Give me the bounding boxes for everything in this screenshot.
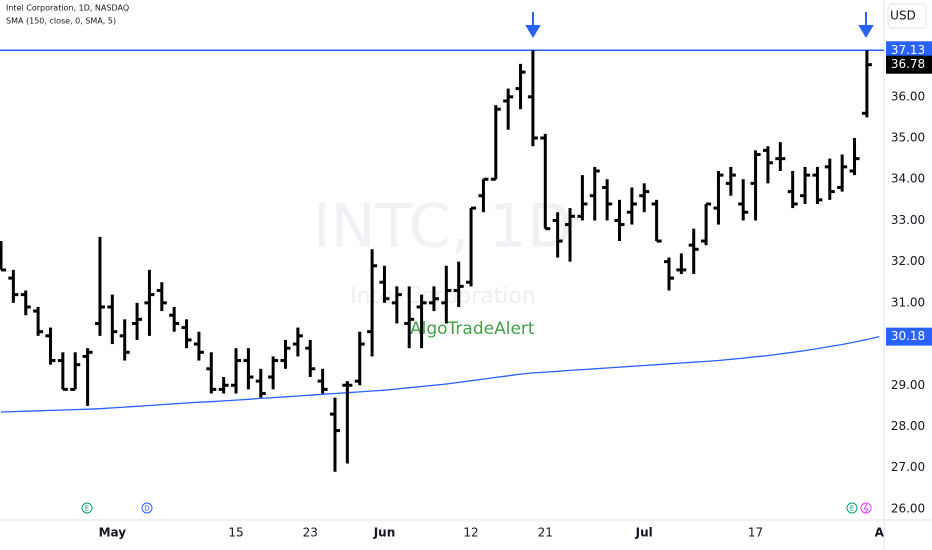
y-tick-label: 32.00 xyxy=(891,254,925,268)
chart-title: Intel Corporation, 1D, NASDAQ xyxy=(6,4,129,13)
sma-price-label-box xyxy=(886,327,932,346)
x-tick-label: A xyxy=(875,526,885,540)
last-price-label-box xyxy=(886,55,932,74)
arrow-annotation xyxy=(858,12,874,38)
event-label[interactable]: E xyxy=(85,505,89,513)
sma-price-label: 30.18 xyxy=(891,329,925,343)
y-tick-label: 27.00 xyxy=(891,460,925,474)
event-icon[interactable] xyxy=(81,502,93,514)
hline-price-label-box xyxy=(886,41,932,60)
currency[interactable]: USD xyxy=(890,9,916,23)
y-tick-label: 26.00 xyxy=(891,501,925,515)
x-tick-label: 21 xyxy=(538,526,553,540)
event-label[interactable]: D xyxy=(144,505,149,513)
dividend-icon[interactable] xyxy=(860,502,872,514)
x-tick-label: May xyxy=(99,526,127,540)
hline-price-label: 37.13 xyxy=(891,43,925,57)
x-tick-label: 12 xyxy=(463,526,478,540)
x-tick-label: 15 xyxy=(228,526,243,540)
x-tick-label: Jul xyxy=(635,526,653,540)
y-tick-label: 36.00 xyxy=(891,89,925,103)
y-tick-label: 28.00 xyxy=(891,419,925,433)
event-label[interactable]: E xyxy=(850,505,854,513)
y-tick-label: 34.00 xyxy=(891,172,925,186)
arrow-annotation xyxy=(525,12,541,38)
x-tick-label: Jun xyxy=(373,526,396,540)
watermark-name: Intel Corporation xyxy=(350,284,536,309)
y-tick-label: 35.00 xyxy=(891,131,925,145)
x-tick-label: 17 xyxy=(748,526,763,540)
event-icon[interactable] xyxy=(846,502,858,514)
lightning xyxy=(863,503,869,514)
y-tick-label: 33.00 xyxy=(891,213,925,227)
y-tick-label: 31.00 xyxy=(891,295,925,309)
watermark-symbol: INTC, 1D xyxy=(313,192,573,262)
event-icon[interactable] xyxy=(141,502,153,514)
x-tick-label: 23 xyxy=(303,526,318,540)
last-price-label: 36.78 xyxy=(891,57,925,71)
indicator-name: SMA (150, close, 0, SMA, 5) xyxy=(6,17,116,26)
sma-line xyxy=(0,335,880,413)
annotation: AlgoTradeAlert xyxy=(410,319,535,339)
y-tick-label: 29.00 xyxy=(891,378,925,392)
currency-button[interactable] xyxy=(887,3,927,29)
